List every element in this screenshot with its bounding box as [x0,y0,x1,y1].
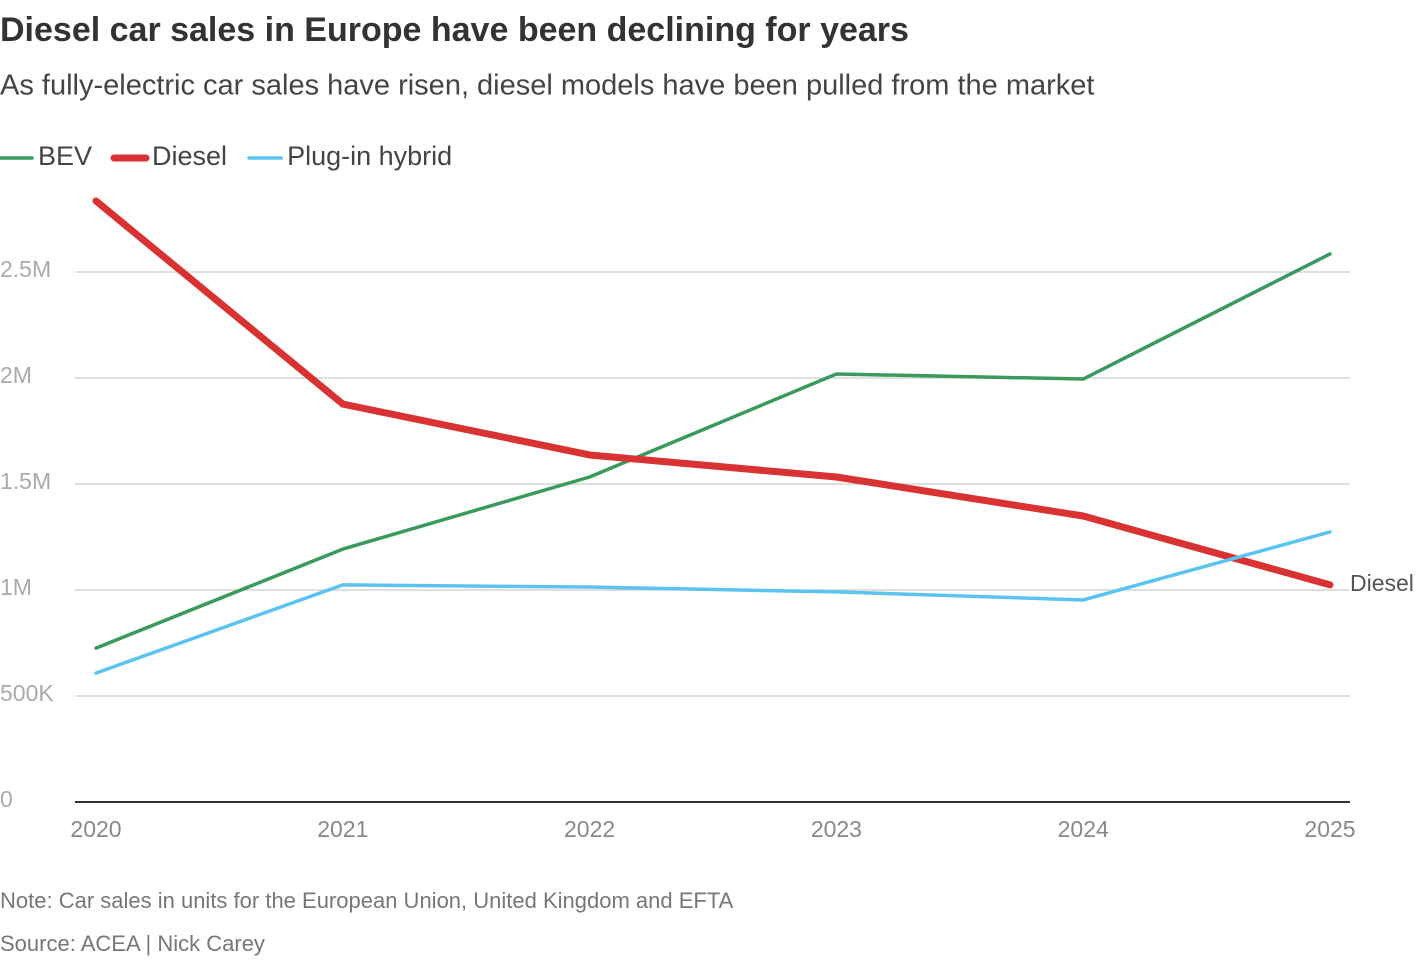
x-tick-label: 2022 [564,816,615,842]
source: Source: ACEA | Nick Carey [0,931,265,956]
series-line [94,530,1332,675]
y-tick-label: 0 [0,786,13,812]
legend-label: Plug-in hybrid [287,141,452,171]
x-tick-label: 2023 [811,816,862,842]
x-tick-label: 2025 [1304,816,1355,842]
note: Note: Car sales in units for the Europea… [0,888,734,913]
line-end-label: Diesel [1350,570,1414,596]
legend-label: Diesel [152,141,227,171]
y-tick-label: 1.5M [0,468,51,494]
legend-label: BEV [38,141,92,171]
x-tick-label: 2020 [70,816,121,842]
series-line [94,252,1332,650]
x-tick-label: 2024 [1058,816,1109,842]
x-tick-label: 2021 [317,816,368,842]
y-tick-label: 2M [0,362,32,388]
chart-subtitle: As fully-electric car sales have risen, … [0,70,1094,102]
series-line [92,197,1334,589]
chart-title: Diesel car sales in Europe have been dec… [0,11,909,49]
y-tick-label: 500K [0,680,54,706]
y-tick-label: 2.5M [0,256,51,282]
y-tick-label: 1M [0,574,32,600]
